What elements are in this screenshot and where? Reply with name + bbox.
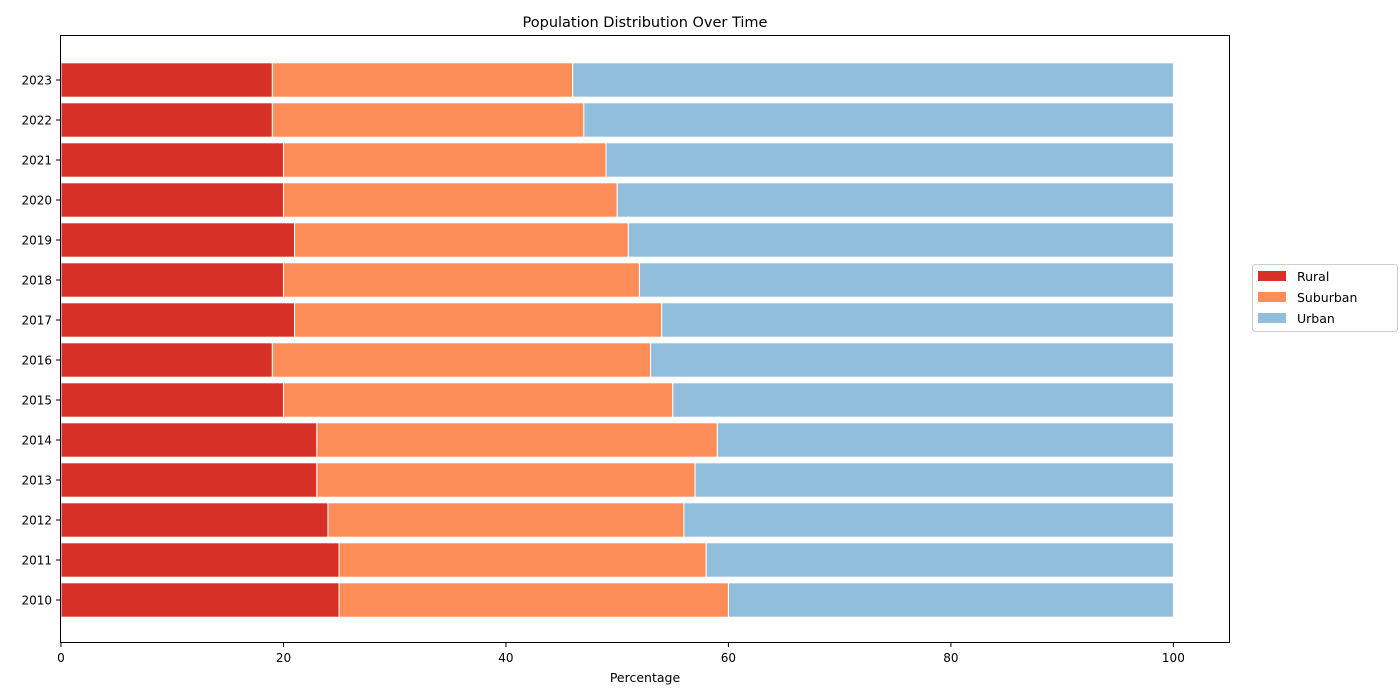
bar-suburban-2019 [294,222,629,258]
bar-urban-2015 [672,382,1174,418]
bar-urban-2020 [616,182,1174,218]
bar-suburban-2022 [271,102,585,138]
x-axis: 0 20 40 60 80 100 [57,642,1185,665]
bar-urban-2013 [694,462,1174,498]
bar-suburban-2018 [282,262,640,298]
bar-rural-2011 [60,542,340,578]
legend: Rural Suburban Urban [1252,264,1398,332]
bar-suburban-2013 [316,462,696,498]
y-tick-label-2015: 2015 [21,394,52,408]
bar-rural-2019 [60,222,296,258]
y-axis: 2010 2011 2012 2013 2014 2015 2016 2017 2018 2019… [21,74,61,608]
bar-urban-2014 [716,422,1174,458]
legend-label-suburban: Suburban [1297,290,1357,305]
bar-suburban-2015 [282,382,674,418]
y-tick-label-2020: 2020 [21,194,52,208]
y-tick-label-2016: 2016 [21,354,52,368]
bars-layer [60,62,1174,618]
bar-urban-2021 [605,142,1174,178]
bar-suburban-2011 [338,542,707,578]
x-tick-label-40: 40 [498,651,513,665]
bar-suburban-2010 [338,582,729,618]
y-tick-label-2022: 2022 [21,114,52,128]
y-tick-label-2017: 2017 [21,314,52,328]
bar-rural-2022 [60,102,273,138]
legend-label-rural: Rural [1297,269,1329,284]
bar-rural-2018 [60,262,284,298]
x-tick-label-0: 0 [57,651,65,665]
bar-urban-2017 [661,302,1174,338]
bar-urban-2019 [627,222,1174,258]
bar-rural-2021 [60,142,284,178]
bar-suburban-2012 [327,502,685,538]
x-tick-label-100: 100 [1162,651,1185,665]
bar-urban-2023 [572,62,1174,98]
bar-suburban-2016 [271,342,652,378]
legend-swatch-rural [1258,271,1286,281]
y-tick-label-2012: 2012 [21,514,52,528]
y-tick-label-2013: 2013 [21,474,52,488]
bar-suburban-2023 [271,62,574,98]
legend-box [1252,264,1398,332]
y-tick-label-2019: 2019 [21,234,52,248]
bar-urban-2022 [583,102,1174,138]
bar-rural-2010 [60,582,340,618]
y-tick-label-2014: 2014 [21,434,52,448]
legend-label-urban: Urban [1297,311,1335,326]
bar-urban-2010 [727,582,1174,618]
bar-rural-2023 [60,62,273,98]
legend-swatch-suburban [1258,292,1286,302]
bar-urban-2016 [650,342,1174,378]
bar-rural-2015 [60,382,284,418]
bar-suburban-2017 [294,302,663,338]
y-tick-label-2011: 2011 [21,554,52,568]
bar-rural-2014 [60,422,318,458]
bar-rural-2012 [60,502,329,538]
chart-title: Population Distribution Over Time [523,15,768,31]
bar-rural-2013 [60,462,318,498]
bar-suburban-2014 [316,422,718,458]
x-axis-label: Percentage [610,670,681,685]
bar-suburban-2021 [282,142,607,178]
x-tick-label-20: 20 [276,651,291,665]
y-tick-label-2021: 2021 [21,154,52,168]
y-tick-label-2023: 2023 [21,74,52,88]
bar-rural-2020 [60,182,284,218]
bar-rural-2016 [60,342,273,378]
bar-urban-2012 [683,502,1174,538]
bar-suburban-2020 [282,182,618,218]
x-tick-label-80: 80 [943,651,958,665]
legend-swatch-urban [1258,313,1286,323]
y-tick-label-2018: 2018 [21,274,52,288]
bar-rural-2017 [60,302,296,338]
bar-urban-2018 [638,262,1174,298]
bar-urban-2011 [705,542,1174,578]
plot-frame [60,35,1230,643]
x-tick-label-60: 60 [721,651,736,665]
y-tick-label-2010: 2010 [21,594,52,608]
